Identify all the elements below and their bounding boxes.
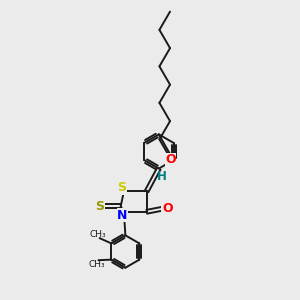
Text: O: O <box>165 153 175 166</box>
Text: S: S <box>95 200 104 213</box>
Text: O: O <box>162 202 172 215</box>
Text: S: S <box>117 181 126 194</box>
Text: CH₃: CH₃ <box>88 260 105 269</box>
Text: CH₃: CH₃ <box>90 230 106 238</box>
Text: N: N <box>117 209 128 222</box>
Text: H: H <box>157 170 167 183</box>
